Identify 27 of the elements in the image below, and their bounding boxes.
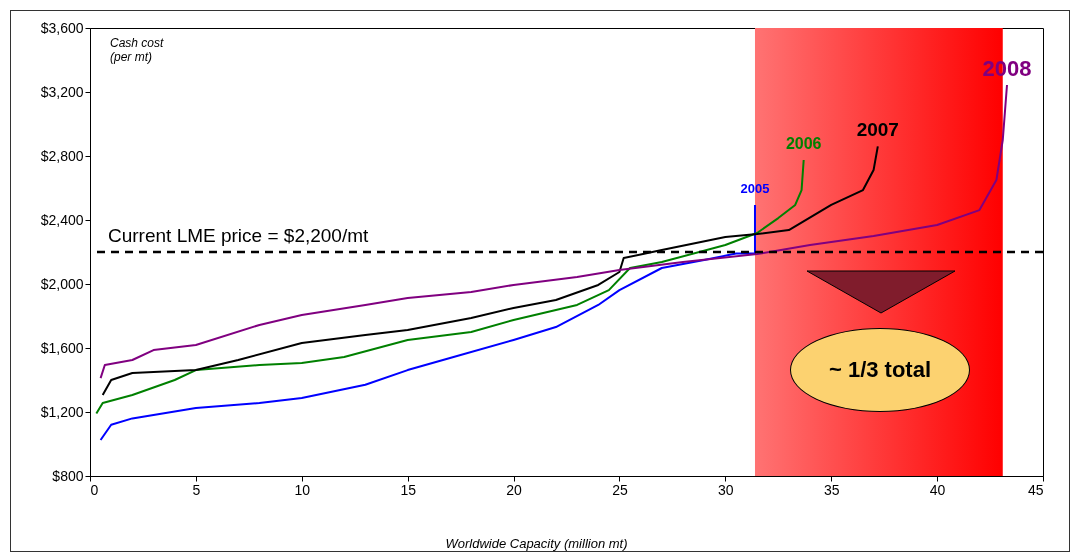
x-axis-title: Worldwide Capacity (million mt) [444, 536, 629, 551]
series-label: 2007 [856, 119, 899, 141]
y-tick-label: $800 [52, 467, 84, 484]
x-tick-label: 40 [929, 481, 946, 498]
y-tick-label: $3,200 [40, 83, 84, 100]
line-series [99, 83, 1008, 380]
x-tick-label: 0 [90, 481, 99, 498]
ref-line-label: Current LME price = $2,200/mt [108, 225, 370, 246]
x-tick-label: 45 [1027, 481, 1044, 498]
y-tick-label: $3,600 [40, 19, 84, 36]
x-tick-label: 5 [192, 481, 201, 498]
y-tick-label: $2,400 [40, 211, 84, 228]
line-series [99, 203, 756, 441]
x-tick-label: 35 [823, 481, 840, 498]
y-tick-label: $1,600 [40, 339, 84, 356]
y-tick-label: $2,000 [40, 275, 84, 292]
series-label: 2006 [785, 135, 822, 152]
x-tick-label: 10 [294, 481, 311, 498]
y-tick-label: $2,800 [40, 147, 84, 164]
x-tick-label: 15 [400, 481, 417, 498]
series-label: 2005 [740, 180, 770, 196]
x-tick-label: 20 [506, 481, 523, 498]
x-tick-label: 25 [612, 481, 628, 498]
line-series [95, 159, 805, 415]
y-axis-title: Cash cost (per mt) [110, 36, 164, 64]
x-tick-label: 30 [718, 481, 734, 498]
y-tick-label: $1,200 [40, 403, 84, 420]
